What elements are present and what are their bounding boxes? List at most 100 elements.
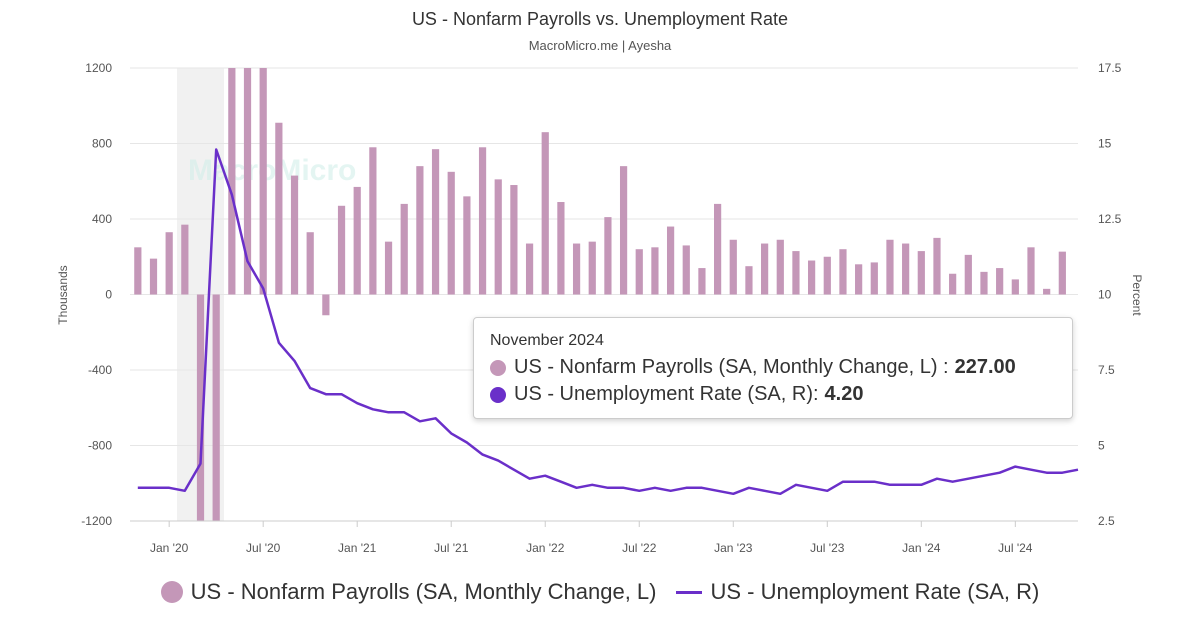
tooltip-payrolls-swatch-icon: [490, 359, 506, 376]
chart-subtitle: MacroMicro.me | Ayesha: [529, 38, 672, 53]
payrolls-bar: [776, 239, 784, 295]
payrolls-bar: [463, 196, 471, 295]
payrolls-bar: [823, 256, 831, 295]
tooltip-unemployment-label: US - Unemployment Rate (SA, R):: [514, 383, 819, 405]
payrolls-bar: [572, 243, 581, 295]
payrolls-bar: [682, 245, 690, 295]
chart-title: US - Nonfarm Payrolls vs. Unemployment R…: [412, 9, 788, 29]
payrolls-bar: [541, 132, 549, 295]
payrolls-bar: [855, 264, 863, 295]
tooltip-payrolls-label: US - Nonfarm Payrolls (SA, Monthly Chang…: [514, 356, 949, 378]
payrolls-bar: [431, 149, 440, 295]
payrolls-bar: [416, 166, 424, 295]
payrolls-bar: [949, 273, 957, 295]
payrolls-bar: [400, 203, 408, 295]
payrolls-bar: [886, 239, 894, 295]
legend-unemployment-line-icon: [676, 590, 703, 594]
tooltip-payrolls-value: 227.00: [954, 356, 1016, 378]
payrolls-bar: [666, 226, 675, 295]
payrolls-bar: [369, 147, 377, 295]
payrolls-bar: [337, 205, 346, 295]
right-tick-label: 17.5: [1098, 61, 1122, 75]
payrolls-bar: [713, 203, 722, 295]
tooltip-date: November 2024: [490, 332, 604, 349]
payrolls-bar: [588, 241, 596, 295]
payrolls-bar: [1058, 251, 1066, 295]
payrolls-bar: [635, 249, 643, 295]
payrolls-bar: [808, 260, 816, 295]
legend-item-payrolls[interactable]: US - Nonfarm Payrolls (SA, Monthly Chang…: [160, 579, 657, 605]
right-tick-label: 5: [1098, 439, 1105, 453]
x-tick-label: Jan '22: [526, 541, 565, 555]
payrolls-bar: [1043, 288, 1051, 295]
watermark-text: MacroMicro: [188, 154, 356, 187]
unemployment-line: [137, 148, 1079, 496]
payrolls-bar: [353, 186, 361, 295]
payrolls-bar: [698, 268, 706, 295]
tooltip-row-payrolls: US - Nonfarm Payrolls (SA, Monthly Chang…: [490, 354, 1056, 381]
x-tick-label: Jan '24: [902, 541, 941, 555]
x-tick-label: Jan '23: [714, 541, 753, 555]
payrolls-bar: [478, 147, 487, 295]
legend-payrolls-label: US - Nonfarm Payrolls (SA, Monthly Chang…: [190, 579, 657, 604]
x-tick-label: Jul '24: [998, 541, 1033, 555]
payrolls-bar: [384, 241, 393, 295]
x-tick-label: Jul '21: [434, 541, 469, 555]
right-tick-label: 15: [1098, 137, 1112, 151]
x-tick-label: Jan '20: [150, 541, 189, 555]
right-tick-label: 10: [1098, 288, 1112, 302]
left-axis-title: Thousands: [56, 265, 70, 324]
payrolls-bar: [902, 243, 910, 295]
payrolls-bar: [306, 232, 314, 295]
legend-payrolls-swatch-icon: [160, 581, 183, 603]
x-tick-label: Jan '21: [338, 541, 377, 555]
x-tick-label: Jul '23: [810, 541, 845, 555]
payrolls-bar: [494, 179, 502, 295]
payrolls-bar: [964, 254, 972, 295]
payrolls-bar: [870, 262, 878, 295]
payrolls-bar: [980, 271, 988, 295]
legend-item-unemployment[interactable]: US - Unemployment Rate (SA, R): [676, 579, 1039, 605]
payrolls-bar: [651, 247, 659, 295]
payrolls-bar: [228, 68, 236, 295]
right-tick-label: 2.5: [1098, 514, 1115, 528]
tooltip-unemployment-value: 4.20: [824, 383, 864, 405]
right-tick-label: 12.5: [1098, 212, 1122, 226]
payrolls-bar: [322, 294, 330, 316]
payrolls-bar: [525, 243, 534, 295]
payrolls-bar: [243, 68, 252, 295]
payrolls-bar: [149, 258, 158, 295]
payrolls-bar: [259, 68, 267, 295]
right-tick-label: 7.5: [1098, 363, 1115, 377]
payrolls-bar: [165, 232, 173, 295]
payrolls-bar: [447, 171, 455, 295]
payrolls-bar: [619, 166, 628, 295]
payrolls-bar: [917, 251, 925, 295]
payrolls-bar: [761, 243, 769, 295]
payrolls-bar: [996, 268, 1004, 295]
left-tick-label: -400: [88, 363, 112, 377]
x-tick-label: Jul '20: [246, 541, 281, 555]
payrolls-bar: [604, 217, 612, 295]
legend-unemployment-label: US - Unemployment Rate (SA, R): [710, 579, 1040, 604]
payrolls-bar: [745, 266, 753, 295]
left-tick-label: 1200: [85, 61, 112, 75]
left-tick-label: 400: [92, 212, 112, 226]
left-tick-label: 0: [105, 288, 112, 302]
x-tick-label: Jul '22: [622, 541, 657, 555]
payrolls-bar: [1011, 279, 1019, 295]
payrolls-bar: [181, 224, 189, 295]
payrolls-bar: [290, 175, 299, 295]
payrolls-bar: [196, 294, 205, 521]
payrolls-bar: [792, 251, 800, 295]
payrolls-bar: [839, 249, 847, 295]
left-tick-label: -1200: [81, 514, 112, 528]
tooltip-row-unemployment: US - Unemployment Rate (SA, R): 4.20: [490, 381, 1056, 408]
payrolls-bar: [557, 202, 565, 295]
payrolls-bar: [933, 237, 941, 295]
payrolls-bar: [275, 122, 283, 295]
chart-legend: US - Nonfarm Payrolls (SA, Monthly Chang…: [0, 572, 1200, 612]
chart-tooltip: November 2024 US - Nonfarm Payrolls (SA,…: [473, 317, 1073, 419]
payrolls-bar: [1027, 247, 1035, 295]
